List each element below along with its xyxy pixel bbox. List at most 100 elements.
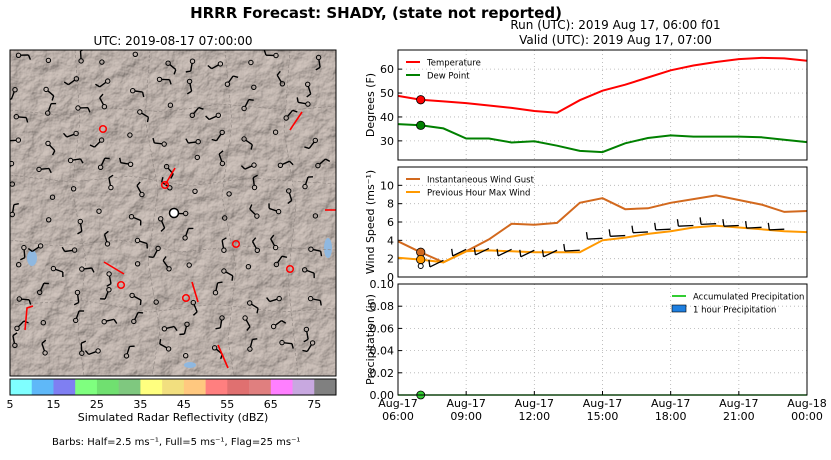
barb-shaft [306,269,315,274]
station-circle [128,214,135,220]
station-circle [16,262,22,268]
barb-feather [276,70,281,76]
barb-shaft [193,107,200,115]
station-circle [104,241,111,247]
legend-label: Instantaneous Wind Gust [427,176,535,186]
station-circle [99,59,105,65]
barb-shaft [219,319,223,328]
barb-shaft [245,319,251,328]
station-barb [62,130,79,138]
highlighted-station-circle [231,239,241,249]
barb-shaft [218,153,223,162]
station-circle [302,183,308,190]
station-circle [270,323,277,330]
barb-feather [159,338,162,345]
station-circle [163,163,170,170]
station-circle [241,105,247,112]
station-circle [315,54,322,61]
station-circle [98,137,105,143]
station-circle [224,81,231,87]
barb-shaft [80,343,83,352]
barb-shaft [587,237,603,240]
station-barb [263,50,279,59]
y-tick-label: 40 [380,111,394,124]
barb-feather [79,158,84,164]
barb-feather [141,91,145,98]
barb-shaft [190,63,193,72]
barb-shaft [245,139,253,146]
barb-feather [722,219,725,227]
x-tick-label-date: Aug-17 [651,397,690,410]
station-barb [183,353,189,359]
station-barb [215,315,225,330]
barb-feather [315,66,321,71]
station-barb [279,339,294,349]
wind-barb [654,222,671,231]
barb-shaft [270,238,276,247]
colorbar-segment [140,379,163,395]
barb-shaft [429,259,444,268]
station-circle [222,215,228,221]
y-tick-label: 6 [387,216,394,229]
station-circle [312,137,318,144]
station-barb [194,154,201,161]
colorbar-segment [270,379,293,395]
station-barb [12,332,18,349]
station-barb [296,97,311,107]
barb-shaft [41,167,50,170]
y-tick-label: 30 [380,135,394,148]
barb-feather [248,98,254,101]
colorbar-segment [10,379,33,395]
barb-feather [148,256,154,258]
y-tick-label: 0.10 [370,278,395,291]
barb-shaft [133,295,142,301]
y-tick-label: 8 [387,198,394,211]
wind-barb [496,248,512,257]
station-barb [276,70,286,87]
barb-shaft [193,304,198,313]
station-barb [99,93,108,110]
station-circle [106,287,112,293]
highlighted-station [181,293,191,303]
station-circle [251,162,257,168]
barb-feather [136,181,141,187]
barb-feather [585,232,589,240]
chart-legend: Temperature Dew Point [406,59,481,82]
station-circle [315,162,321,169]
station-barb [247,338,258,352]
station-barb [10,87,18,100]
station-barb [123,345,135,359]
station-circle [189,112,196,119]
barb-feather [287,199,293,205]
colorbar-tick-label: 15 [47,398,61,411]
station-circle [97,164,104,171]
barb-shaft [632,231,648,234]
station-circle [50,265,57,272]
barb-shaft [655,228,671,231]
station-barb [134,261,141,267]
station-circle [132,51,139,57]
station-barb [273,255,288,268]
station-barb [303,326,310,343]
legend-label: Temperature [426,59,481,69]
barb-shaft [452,248,467,257]
station-circle [242,315,248,321]
barb-feather [676,219,680,227]
station-circle [226,191,232,197]
barb-feather [6,136,8,141]
barb-shaft [10,139,17,142]
station-barb [270,320,287,330]
legend-label: 1 hour Precipitation [693,306,776,316]
barb-shaft [108,177,112,186]
station-circle [45,57,52,64]
map-title: UTC: 2019-08-17 07:00:00 [93,34,253,48]
station-circle [13,114,19,120]
current-value-marker [416,95,426,105]
highlighted-station [160,180,170,190]
x-tick-label-date: Aug-17 [446,397,485,410]
station-barb [308,246,323,257]
x-tick-label-time: 12:00 [518,410,550,423]
barb-shaft [274,320,283,326]
station-barb [158,216,166,232]
station-barb [89,137,105,148]
